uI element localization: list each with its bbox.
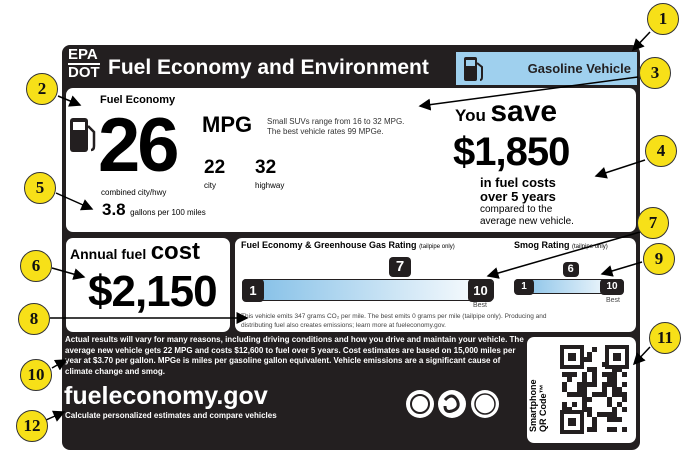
fueleconomy-link[interactable]: fueleconomy.gov [64,382,268,410]
highway-mpg: 32 [255,157,277,178]
disclaimer-text: Actual results will vary for many reason… [65,335,524,376]
combined-mpg: 26 [98,103,180,188]
highway-label: highway [255,181,285,190]
callout-11: 11 [649,322,681,354]
smog-min: 1 [514,279,534,295]
label-title: Fuel Economy and Environment [108,56,429,79]
fuel-pump-icon [464,57,483,81]
callout-5: 5 [24,172,56,204]
ghg-rating-marker: 7 [389,257,411,277]
city-label: city [204,181,216,190]
ghg-title: Fuel Economy & Greenhouse Gas Rating (ta… [241,240,455,250]
qr-code[interactable] [560,345,630,435]
city-mpg: 22 [204,157,226,178]
savings-amount: $1,850 [453,130,570,174]
annual-cost-panel [66,238,230,332]
fuel-economy-heading: Fuel Economy [100,94,176,106]
combined-label: combined city/hwy [101,188,167,197]
callout-2: 2 [26,73,58,105]
ghg-best-label: Best [473,302,488,309]
smog-best-label: Best [606,297,621,304]
callout-3: 3 [639,57,671,89]
vehicle-type: Gasoline Vehicle [527,61,631,76]
callout-1: 1 [647,3,679,35]
callout-7: 7 [637,207,669,239]
emissions-note: This vehicle emits 347 grams CO₂ per mil… [241,313,547,329]
callout-12: 12 [16,410,48,442]
footer-tagline: Calculate personalized estimates and com… [65,411,277,420]
annual-cost-amount: $2,150 [88,267,218,316]
epa-dot-logo: EPA DOT [68,46,100,81]
ghg-min: 1 [242,279,264,302]
annual-cost-label: Annual fuel cost [70,238,201,265]
gallons-per-100: 3.8 gallons per 100 miles [102,200,206,219]
callout-4: 4 [645,135,677,167]
smog-rating-marker: 6 [562,262,579,277]
class-range-text: Small SUVs range from 16 to 32 MPG. The b… [267,117,405,136]
mpg-unit: MPG [202,112,253,137]
fuel-pump-icon [70,118,96,152]
ghg-max: 10 [468,279,493,302]
fuel-economy-panel [66,88,636,232]
callout-6: 6 [20,250,52,282]
callout-9: 9 [643,243,675,275]
savings-headline: You save [455,95,558,128]
savings-text: in fuel costs over 5 years compared to the… [480,175,574,228]
doe-seal-icon [471,390,499,418]
callout-10: 10 [20,359,52,391]
smog-max: 10 [600,279,624,295]
vehicle-type-banner: Gasoline Vehicle [456,52,637,85]
dot-seal-icon [438,390,466,418]
callout-8: 8 [18,303,50,335]
agency-seals [406,390,499,418]
epa-seal-icon [406,390,434,418]
